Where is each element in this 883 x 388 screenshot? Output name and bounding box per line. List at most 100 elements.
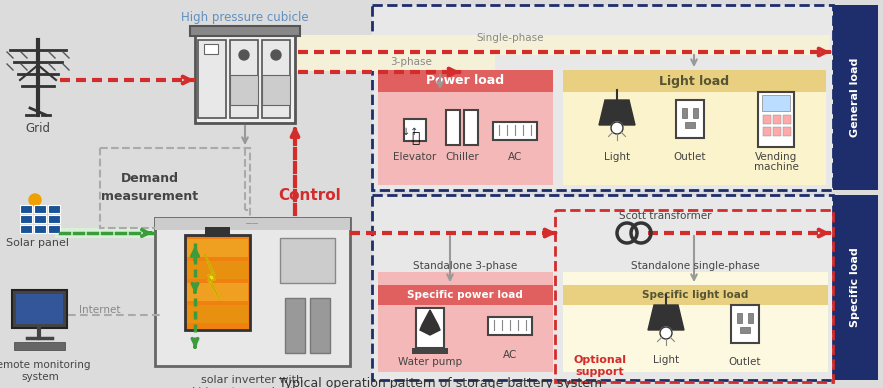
Text: Internet: Internet: [79, 305, 121, 315]
Circle shape: [29, 194, 41, 206]
Bar: [34, 205, 46, 213]
Bar: [155, 218, 350, 230]
Text: Optional: Optional: [573, 355, 627, 365]
Text: 👥: 👥: [411, 131, 419, 145]
Bar: [187, 283, 248, 301]
Bar: [731, 305, 759, 343]
Bar: [185, 235, 250, 330]
Bar: [262, 75, 290, 105]
Bar: [740, 327, 750, 333]
Bar: [372, 210, 828, 232]
Text: Power load: Power load: [426, 74, 504, 88]
Text: Light load: Light load: [659, 74, 729, 88]
Bar: [55, 228, 155, 238]
Text: Demand: Demand: [121, 171, 179, 185]
Text: measurement: measurement: [102, 189, 199, 203]
Bar: [737, 313, 742, 323]
Bar: [204, 44, 218, 54]
Bar: [280, 238, 335, 283]
Bar: [833, 195, 878, 380]
Bar: [16, 294, 63, 324]
Text: Outlet: Outlet: [728, 357, 761, 367]
Bar: [14, 342, 65, 350]
Bar: [773, 127, 781, 136]
Text: Remote monitoring: Remote monitoring: [0, 360, 90, 370]
Circle shape: [271, 50, 281, 60]
Bar: [762, 95, 790, 111]
Bar: [230, 40, 258, 118]
Circle shape: [660, 327, 672, 339]
Text: AC: AC: [502, 350, 517, 360]
Bar: [773, 115, 781, 124]
Bar: [48, 225, 60, 233]
Polygon shape: [599, 100, 635, 125]
Bar: [100, 148, 250, 228]
Bar: [372, 5, 833, 190]
Text: High pressure cubicle: High pressure cubicle: [181, 12, 309, 24]
Bar: [262, 40, 290, 118]
Bar: [563, 272, 828, 372]
Bar: [378, 272, 553, 372]
Bar: [464, 110, 478, 145]
Bar: [187, 239, 248, 257]
Bar: [20, 205, 32, 213]
Text: support: support: [576, 367, 624, 377]
Bar: [676, 100, 704, 138]
Polygon shape: [648, 305, 684, 330]
Bar: [295, 35, 830, 55]
Bar: [563, 70, 826, 185]
Bar: [833, 5, 878, 190]
Bar: [685, 122, 695, 128]
Bar: [555, 210, 833, 382]
Text: Standalone single-phase: Standalone single-phase: [630, 261, 759, 271]
Bar: [187, 261, 248, 279]
Bar: [783, 127, 791, 136]
Bar: [493, 122, 537, 140]
Text: solar inverter with: solar inverter with: [201, 375, 303, 385]
Bar: [372, 195, 833, 380]
Bar: [682, 108, 687, 118]
Bar: [378, 70, 553, 185]
Bar: [155, 218, 350, 366]
Text: Light: Light: [653, 355, 679, 365]
Text: Li-ion storage battery: Li-ion storage battery: [192, 387, 313, 388]
Bar: [34, 225, 46, 233]
Bar: [748, 313, 753, 323]
Bar: [446, 110, 460, 145]
Bar: [412, 348, 448, 354]
Text: Control: Control: [279, 187, 342, 203]
Bar: [205, 227, 230, 237]
Bar: [783, 115, 791, 124]
Text: Specific power load: Specific power load: [407, 290, 523, 300]
Circle shape: [239, 50, 249, 60]
Bar: [48, 215, 60, 223]
Text: Vending: Vending: [755, 152, 797, 162]
Text: system: system: [21, 372, 59, 382]
Text: Chiller: Chiller: [445, 152, 479, 162]
Text: 3-phase: 3-phase: [390, 57, 432, 67]
Bar: [563, 70, 826, 92]
Bar: [372, 28, 828, 50]
Bar: [416, 308, 444, 348]
Text: Light: Light: [604, 152, 630, 162]
Bar: [378, 70, 553, 92]
Bar: [195, 28, 295, 123]
Bar: [404, 119, 426, 141]
Bar: [563, 285, 828, 305]
Text: Solar panel: Solar panel: [6, 238, 70, 248]
Bar: [48, 205, 60, 213]
Text: Outlet: Outlet: [674, 152, 706, 162]
Bar: [488, 317, 532, 335]
Bar: [378, 285, 553, 305]
Bar: [758, 92, 794, 147]
Text: Specific load: Specific load: [850, 247, 860, 327]
Text: Water pump: Water pump: [398, 357, 462, 367]
Bar: [34, 215, 46, 223]
Text: ────: ────: [245, 222, 259, 227]
Bar: [285, 298, 305, 353]
Bar: [187, 305, 248, 323]
Text: Standalone 3-phase: Standalone 3-phase: [413, 261, 517, 271]
Bar: [763, 127, 771, 136]
Bar: [295, 55, 495, 71]
Bar: [190, 26, 300, 36]
